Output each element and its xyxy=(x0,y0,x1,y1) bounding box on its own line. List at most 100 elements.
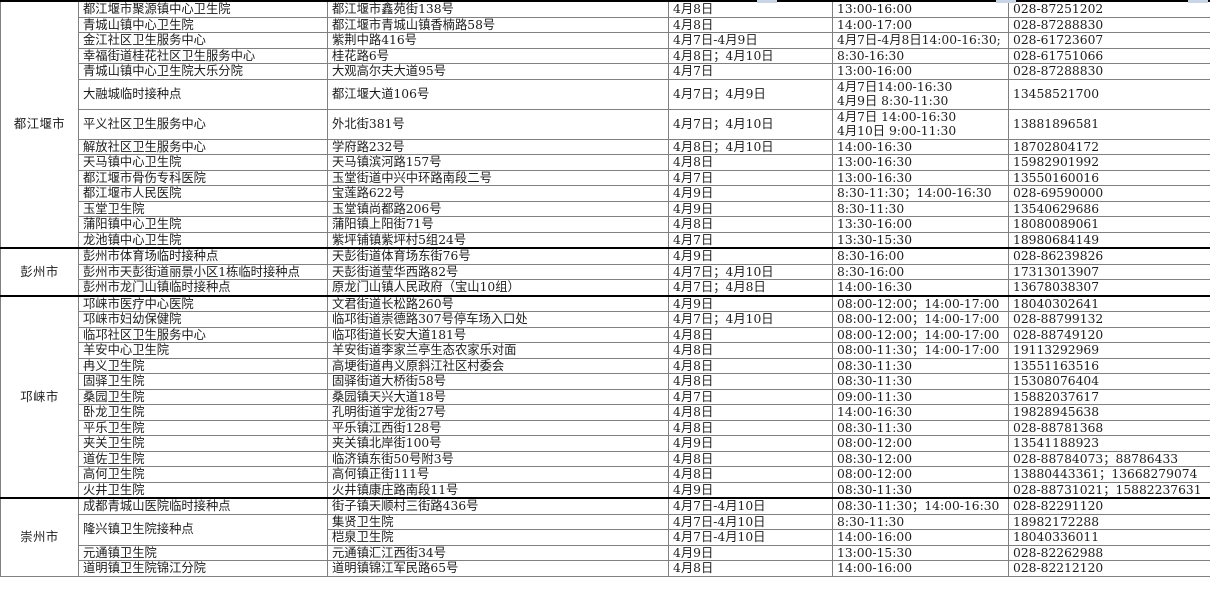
contact-phone-cell: 13880443361；13668279074 xyxy=(1008,466,1210,483)
contact-phone-cell: 028-86239826 xyxy=(1008,247,1210,265)
vaccination-date-cell: 4月7日；4月10日 xyxy=(668,263,833,280)
site-name-cell: 都江堰市骨伤专科医院 xyxy=(78,169,328,186)
vaccination-date-cell: 4月8日 xyxy=(668,560,833,577)
vaccination-time-cell: 08:00-12:00 xyxy=(832,466,1009,483)
site-name-cell: 龙池镇中心卫生院 xyxy=(78,231,328,249)
vaccination-date-cell: 4月8日 xyxy=(668,0,833,18)
vaccination-time-cell: 14:00-16:00 xyxy=(832,560,1009,577)
vaccination-date-cell: 4月7日-4月10日 xyxy=(668,497,833,515)
vaccination-time-cell: 13:00-16:00 xyxy=(832,0,1009,18)
site-name-cell: 元通镇卫生院 xyxy=(78,544,328,561)
vaccination-time-cell: 13:00-16:00 xyxy=(832,63,1009,80)
contact-phone-cell: 028-61723607 xyxy=(1008,32,1210,49)
site-name-cell: 羊安中心卫生院 xyxy=(78,342,328,359)
table-row: 固驿卫生院 固驿街道大桥街58号 4月8日 08:30-11:30 1530807640… xyxy=(1,373,1210,390)
vaccination-time-cell: 13:30-16:00 xyxy=(832,216,1009,233)
vaccination-time-cell: 14:00-16:30 xyxy=(832,279,1009,296)
vaccination-time-cell: 8:30-16:00 xyxy=(832,263,1009,280)
table-row: 卧龙卫生院 孔明街道宇龙街27号 4月8日 14:00-16:30 1982894563… xyxy=(1,404,1210,421)
table-row: 平义社区卫生服务中心 外北街381号 4月7日；4月10日 4月7日 14:00-16… xyxy=(1,108,1210,140)
site-name-cell: 青城山镇中心卫生院大乐分院 xyxy=(78,63,328,80)
vaccination-time-cell: 4月7日 14:00-16:30 4月10日 9:00-11:30 xyxy=(832,108,1009,140)
table-row: 桤泉卫生院 4月7日-4月10日 14:00-16:00 18040336011 xyxy=(1,529,1210,546)
site-address-cell: 紫荆中路416号 xyxy=(327,32,669,49)
vaccination-time-cell: 09:00-11:30 xyxy=(832,388,1009,405)
site-address-cell: 外北街381号 xyxy=(327,108,669,140)
site-address-cell: 固驿街道大桥街58号 xyxy=(327,373,669,390)
contact-phone-cell: 13881896581 xyxy=(1008,108,1210,140)
contact-phone-cell: 028-88781368 xyxy=(1008,419,1210,436)
site-address-cell: 天彭街道体育场东街76号 xyxy=(327,247,669,265)
table-row: 火井卫生院 火井镇康庄路南段11号 4月9日 08:30-11:30 028-88731… xyxy=(1,481,1210,499)
vaccination-date-cell: 4月7日 xyxy=(668,388,833,405)
contact-phone-cell: 18080089061 xyxy=(1008,216,1210,233)
vaccination-date-cell: 4月8日 xyxy=(668,342,833,359)
site-address-cell: 高埂街道冉义原斜江社区村委会 xyxy=(327,357,669,374)
site-name-cell: 隆兴镇卫生院接种点 xyxy=(78,513,328,546)
site-name-cell: 道明镇卫生院锦江分院 xyxy=(78,560,328,577)
vaccination-date-cell: 4月8日；4月10日 xyxy=(668,138,833,155)
site-name-cell: 成都青城山医院临时接种点 xyxy=(78,497,328,515)
contact-phone-cell: 13550160016 xyxy=(1008,169,1210,186)
site-address-cell: 学府路232号 xyxy=(327,138,669,155)
vaccination-time-cell: 08:30-11:30 xyxy=(832,357,1009,374)
table-row: 彭州市龙门山镇临时接种点 原龙门山镇人民政府（宝山10组） 4月7日；4月8日 14:… xyxy=(1,279,1210,296)
vaccination-time-cell: 08:00-12:00；14:00-17:00 xyxy=(832,326,1009,343)
vaccination-time-cell: 13:00-15:30 xyxy=(832,544,1009,561)
site-address-cell: 孔明街道宇龙街27号 xyxy=(327,404,669,421)
vaccination-date-cell: 4月9日 xyxy=(668,294,833,312)
table-row: 崇州市 成都青城山医院临时接种点 街子镇天顺村三街路436号 4月7日-4月10日 08… xyxy=(0,497,1210,577)
table-row: 龙池镇中心卫生院 紫坪铺镇紫坪村5组24号 4月7日 13:30-15:30 18980… xyxy=(1,231,1210,249)
site-address-cell: 天马镇滨河路157号 xyxy=(327,154,669,171)
contact-phone-cell: 19113292969 xyxy=(1008,342,1210,359)
table-row: 道佐卫生院 临济镇东街50号附3号 4月8日 08:30-12:00 028-88784… xyxy=(1,450,1210,467)
site-address-cell: 火井镇康庄路南段11号 xyxy=(327,481,669,499)
table-row: 邛崃市妇幼保健院 临邛街道崇德路307号停车场入口处 4月7日；4月10日 08:00… xyxy=(1,311,1210,328)
site-name-cell: 平义社区卫生服务中心 xyxy=(78,108,328,140)
site-name-cell: 彭州市龙门山镇临时接种点 xyxy=(78,279,328,296)
vaccination-date-cell: 4月8日 xyxy=(668,466,833,483)
site-name-cell: 幸福街道桂花社区卫生服务中心 xyxy=(78,47,328,64)
site-address-cell: 都江堰市鑫苑街138号 xyxy=(327,0,669,18)
vaccination-date-cell: 4月9日 xyxy=(668,481,833,499)
site-name-cell: 蒲阳镇中心卫生院 xyxy=(78,216,328,233)
site-address-cell: 天彭街道莹华西路82号 xyxy=(327,263,669,280)
contact-phone-cell: 13678038307 xyxy=(1008,279,1210,296)
vaccination-date-cell: 4月9日 xyxy=(668,185,833,202)
contact-phone-cell: 028-82291120 xyxy=(1008,497,1210,515)
site-address-cell: 都江堰大道106号 xyxy=(327,78,669,110)
vaccination-time-cell: 8:30-11:30 xyxy=(832,513,1009,530)
site-name-cell: 固驿卫生院 xyxy=(78,373,328,390)
vaccination-time-cell: 8:30-16:30 xyxy=(832,47,1009,64)
vaccination-time-cell: 13:00-16:30 xyxy=(832,154,1009,171)
contact-phone-cell: 18980684149 xyxy=(1008,231,1210,249)
contact-phone-cell: 19828945638 xyxy=(1008,404,1210,421)
vaccination-date-cell: 4月7日-4月9日 xyxy=(668,32,833,49)
table-row: 夹关卫生院 夹关镇北岸街100号 4月9日 08:00-12:00 1354118892… xyxy=(1,435,1210,452)
site-name-cell: 临邛社区卫生服务中心 xyxy=(78,326,328,343)
site-name-cell: 大融城临时接种点 xyxy=(78,78,328,110)
table-row: 彭州市 彭州市体育场临时接种点 天彭街道体育场东街76号 4月9日 8:30-16:00… xyxy=(0,247,1210,296)
contact-phone-cell: 18702804172 xyxy=(1008,138,1210,155)
vaccination-date-cell: 4月8日 xyxy=(668,357,833,374)
vaccination-time-cell: 4月7日-4月8日14:00-16:30; xyxy=(832,32,1009,49)
site-address-cell: 原龙门山镇人民政府（宝山10组） xyxy=(327,279,669,296)
site-name-cell: 道佐卫生院 xyxy=(78,450,328,467)
vaccination-date-cell: 4月9日 xyxy=(668,435,833,452)
contact-phone-cell: 028-87288830 xyxy=(1008,63,1210,80)
vaccination-date-cell: 4月7日-4月10日 xyxy=(668,529,833,546)
site-name-cell: 高何卫生院 xyxy=(78,466,328,483)
vaccination-date-cell: 4月7日 xyxy=(668,169,833,186)
site-address-cell: 道明镇锦江军民路65号 xyxy=(327,560,669,577)
site-name-cell: 邛崃市医疗中心医院 xyxy=(78,294,328,312)
site-name-cell: 天马镇中心卫生院 xyxy=(78,154,328,171)
vaccination-time-cell: 08:30-11:30；14:00-16:30 xyxy=(832,497,1009,515)
vaccination-date-cell: 4月7日；4月9日 xyxy=(668,78,833,110)
site-address-cell: 玉堂镇尚都路206号 xyxy=(327,200,669,217)
site-name-cell: 金江社区卫生服务中心 xyxy=(78,32,328,49)
site-name-cell: 火井卫生院 xyxy=(78,481,328,499)
vaccination-date-cell: 4月8日 xyxy=(668,216,833,233)
contact-phone-cell: 15308076404 xyxy=(1008,373,1210,390)
vaccination-time-cell: 08:30-12:00 xyxy=(832,450,1009,467)
vaccination-date-cell: 4月9日 xyxy=(668,247,833,265)
